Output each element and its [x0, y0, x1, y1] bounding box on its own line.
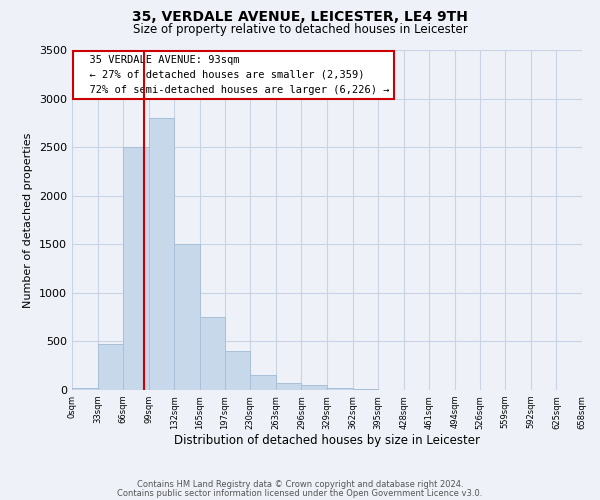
Bar — [98, 344, 123, 390]
Text: 35, VERDALE AVENUE, LEICESTER, LE4 9TH: 35, VERDALE AVENUE, LEICESTER, LE4 9TH — [132, 10, 468, 24]
Bar — [327, 388, 353, 390]
Bar — [72, 388, 98, 390]
Bar — [149, 118, 175, 390]
Y-axis label: Number of detached properties: Number of detached properties — [23, 132, 34, 308]
Bar — [175, 244, 200, 390]
Bar — [276, 382, 301, 390]
Bar — [353, 389, 378, 390]
Bar — [224, 351, 250, 390]
Bar — [123, 147, 149, 390]
X-axis label: Distribution of detached houses by size in Leicester: Distribution of detached houses by size … — [174, 434, 480, 448]
Bar — [200, 317, 224, 390]
Text: Contains HM Land Registry data © Crown copyright and database right 2024.: Contains HM Land Registry data © Crown c… — [137, 480, 463, 489]
Text: Contains public sector information licensed under the Open Government Licence v3: Contains public sector information licen… — [118, 488, 482, 498]
Bar — [250, 376, 276, 390]
Text: Size of property relative to detached houses in Leicester: Size of property relative to detached ho… — [133, 22, 467, 36]
Text: 35 VERDALE AVENUE: 93sqm
  ← 27% of detached houses are smaller (2,359)
  72% of: 35 VERDALE AVENUE: 93sqm ← 27% of detach… — [77, 55, 389, 94]
Bar — [301, 385, 327, 390]
